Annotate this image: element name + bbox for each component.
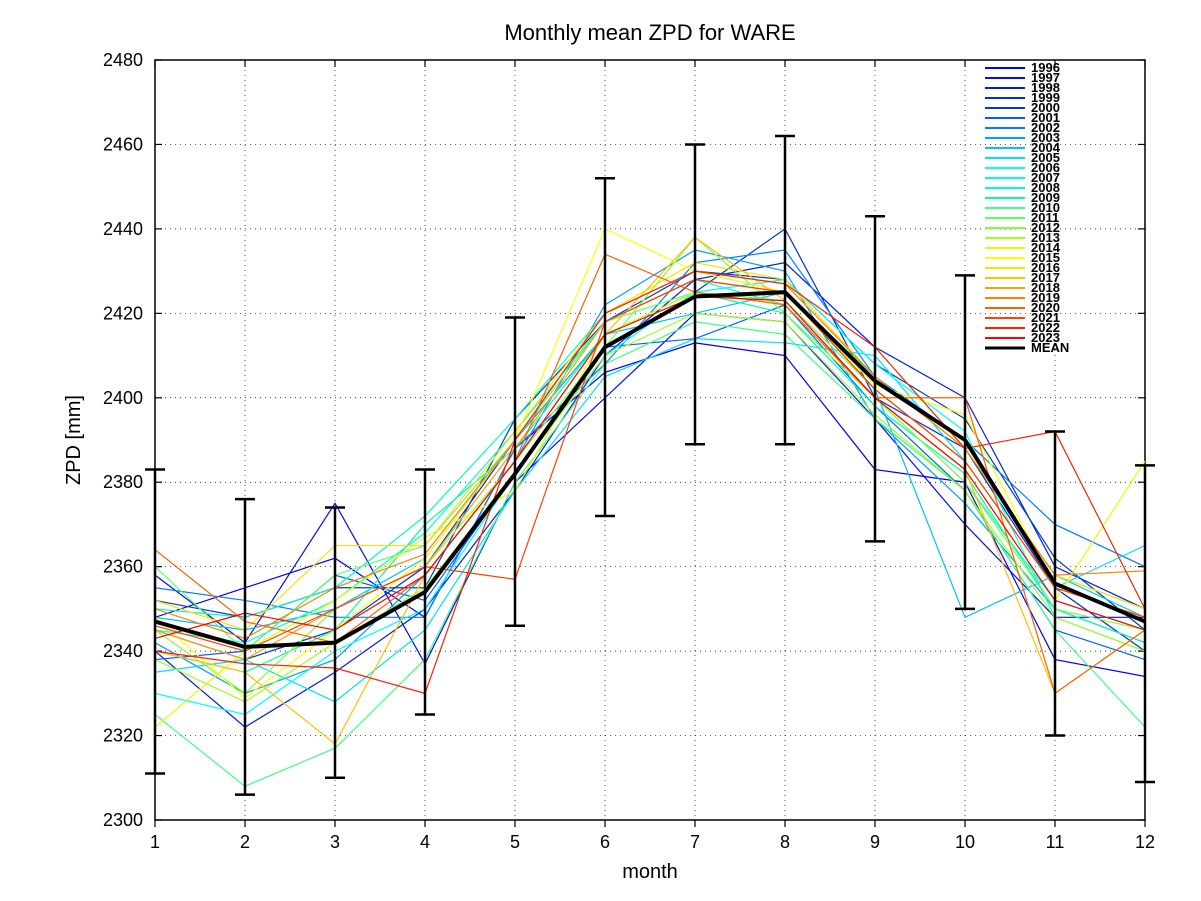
y-tick-label: 2380 (103, 472, 143, 492)
y-tick-label: 2340 (103, 641, 143, 661)
legend-item-label: MEAN (1031, 340, 1069, 355)
x-tick-label: 6 (600, 832, 610, 852)
y-tick-label: 2460 (103, 134, 143, 154)
x-tick-label: 3 (330, 832, 340, 852)
chart-container: 1234567891011122300232023402360238024002… (0, 0, 1201, 901)
x-tick-label: 1 (150, 832, 160, 852)
y-tick-label: 2400 (103, 388, 143, 408)
x-tick-label: 7 (690, 832, 700, 852)
x-tick-label: 5 (510, 832, 520, 852)
y-axis-label: ZPD [mm] (63, 395, 85, 485)
y-tick-label: 2420 (103, 303, 143, 323)
y-tick-label: 2300 (103, 810, 143, 830)
x-axis-label: month (622, 861, 678, 883)
y-tick-label: 2320 (103, 726, 143, 746)
x-tick-label: 2 (240, 832, 250, 852)
x-tick-label: 12 (1135, 832, 1155, 852)
x-tick-label: 8 (780, 832, 790, 852)
x-tick-label: 10 (955, 832, 975, 852)
y-tick-label: 2480 (103, 50, 143, 70)
line-chart: 1234567891011122300232023402360238024002… (0, 0, 1201, 901)
x-tick-label: 9 (870, 832, 880, 852)
x-tick-label: 11 (1046, 832, 1065, 852)
y-tick-label: 2440 (103, 219, 143, 239)
x-tick-label: 4 (420, 832, 430, 852)
chart-title: Monthly mean ZPD for WARE (504, 20, 795, 45)
y-tick-label: 2360 (103, 557, 143, 577)
